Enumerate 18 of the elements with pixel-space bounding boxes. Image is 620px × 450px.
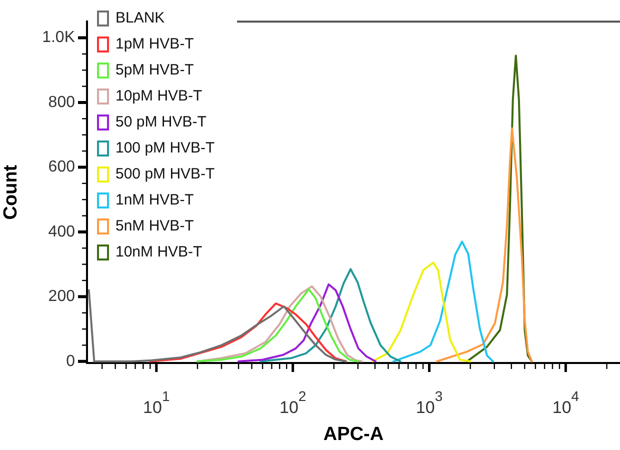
legend-label: 50 pM HVB-T xyxy=(116,114,206,131)
legend-label: BLANK xyxy=(116,10,165,27)
legend-label: 5pM HVB-T xyxy=(116,62,194,79)
legend-label: 1nM HVB-T xyxy=(116,192,194,209)
y-tick-label: 0 xyxy=(66,352,76,370)
legend-label: 5nM HVB-T xyxy=(116,218,194,235)
legend-label: 100 pM HVB-T xyxy=(116,140,215,157)
y-tick-label: 800 xyxy=(48,94,76,111)
x-axis-title: APC-A xyxy=(323,424,384,445)
legend-label: 1pM HVB-T xyxy=(116,36,194,53)
y-tick-label: 200 xyxy=(48,288,76,306)
y-tick-label: 400 xyxy=(48,223,76,240)
legend-label: 10pM HVB-T xyxy=(116,88,202,105)
legend-label: 10nM HVB-T xyxy=(116,244,202,261)
y-axis-title: Count xyxy=(0,164,22,220)
legend-label: 500 pM HVB-T xyxy=(116,166,215,183)
y-tick-label: 600 xyxy=(48,158,76,176)
y-tick-label: 1.0K xyxy=(42,29,76,46)
